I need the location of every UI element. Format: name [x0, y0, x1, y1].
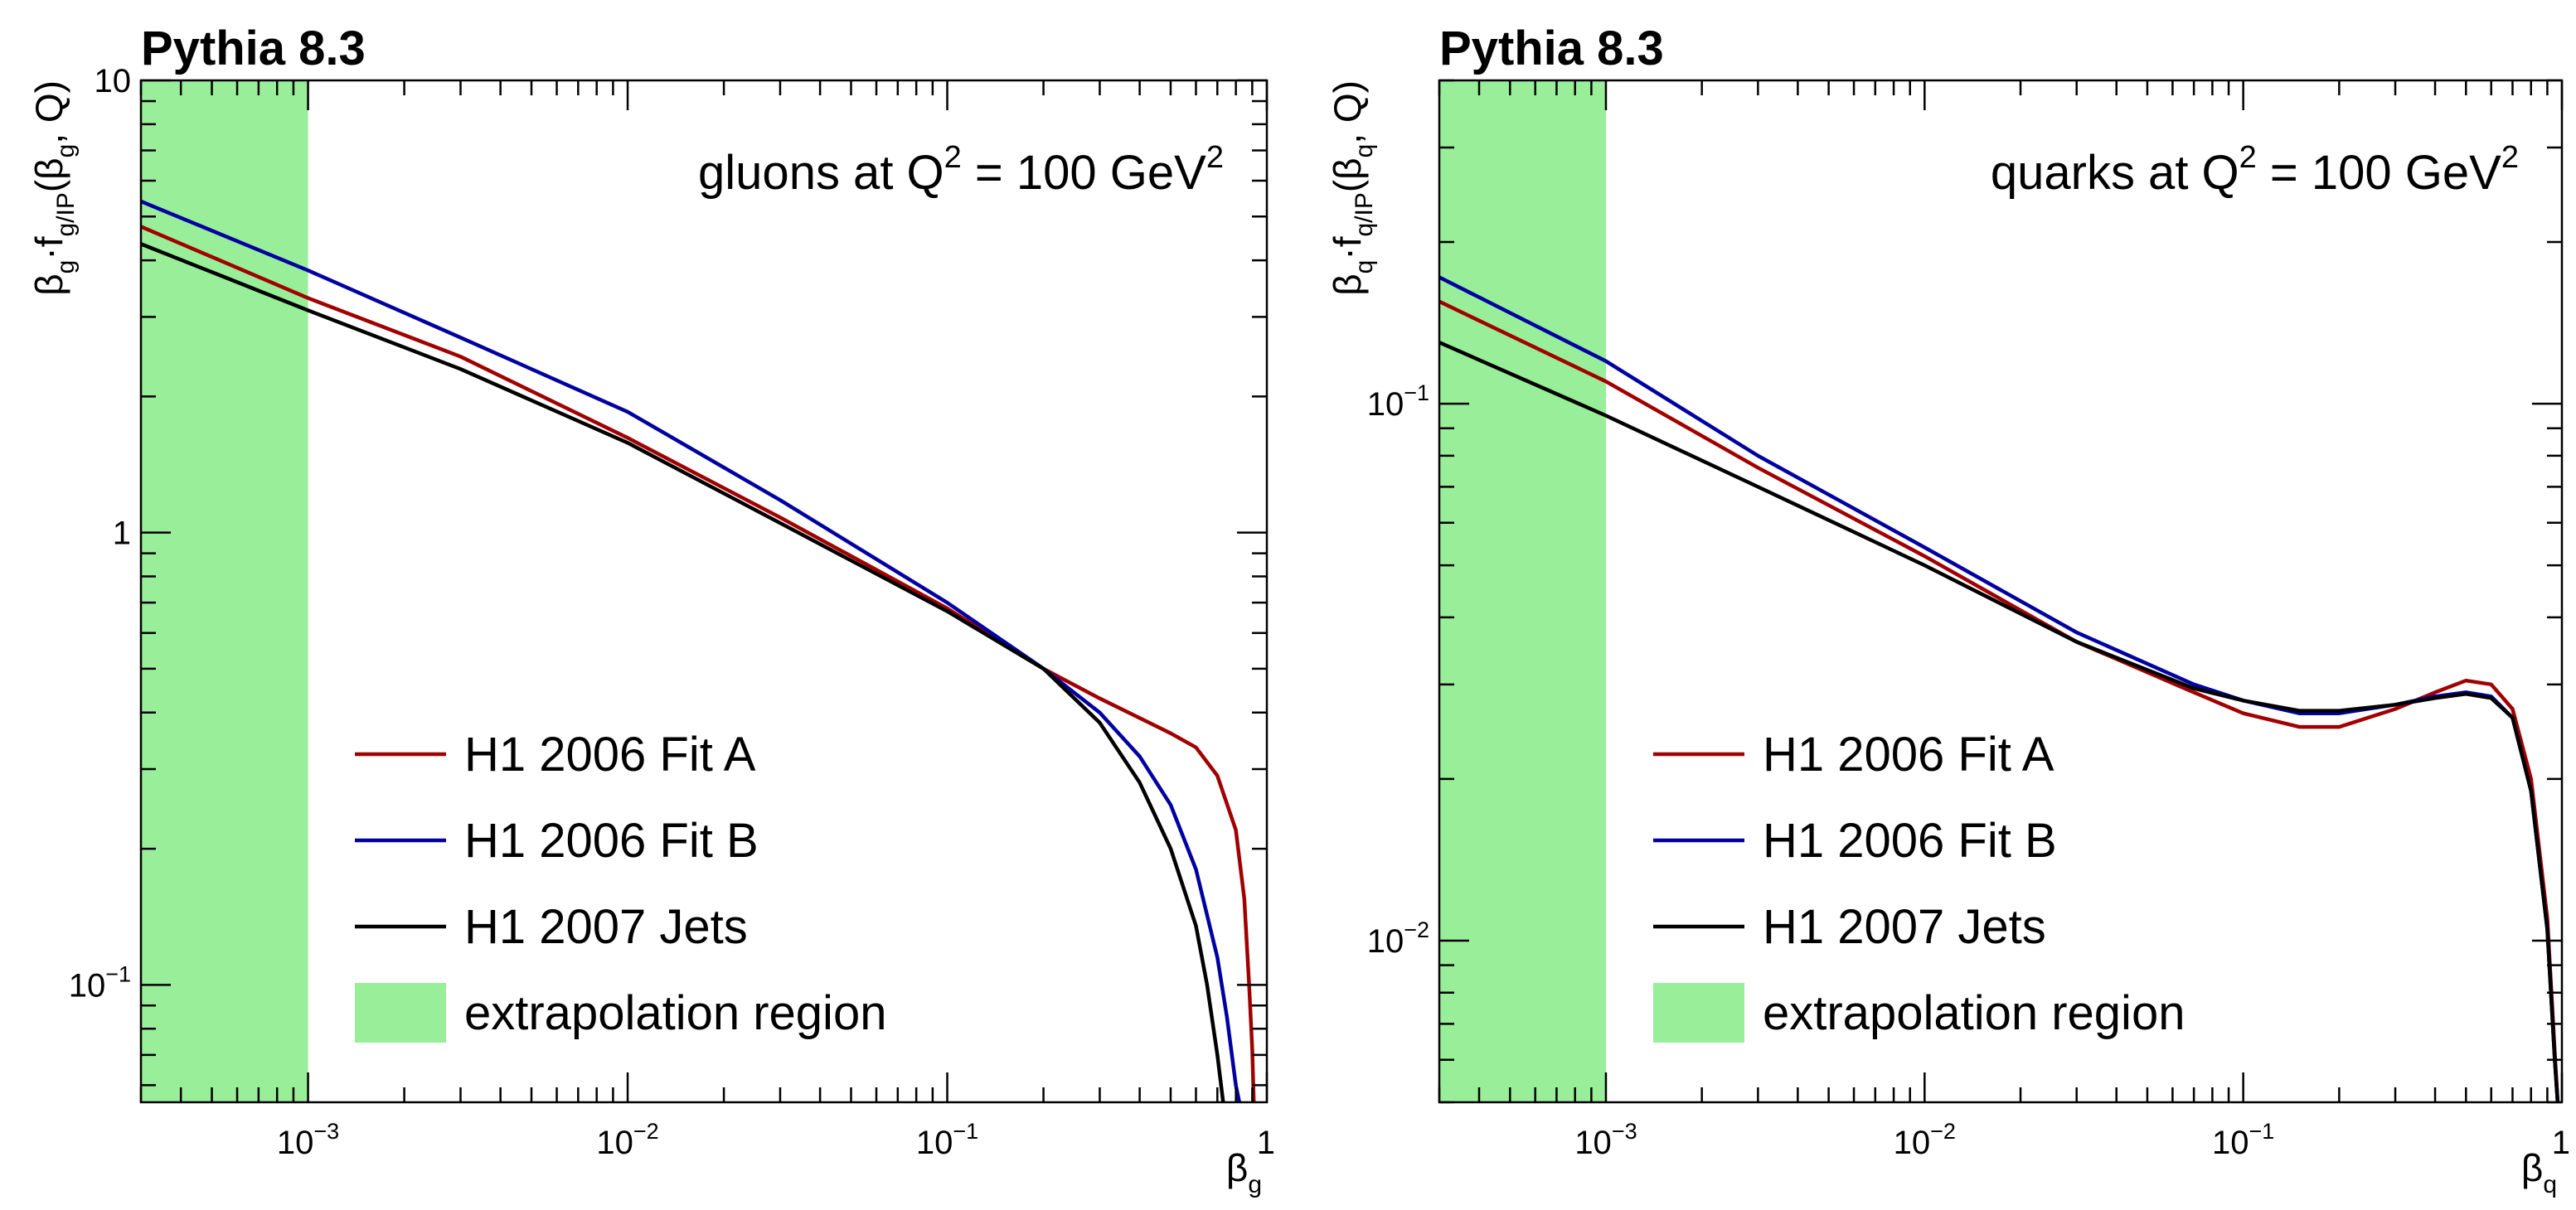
legend-label-1: H1 2006 Fit A: [1763, 728, 2054, 782]
x-tick-label: 10−1: [2212, 1119, 2274, 1161]
y-tick-label: 1: [113, 515, 131, 552]
legend-label-2: H1 2006 Fit B: [464, 814, 759, 868]
series-line-3: [1439, 340, 2560, 1102]
plot-annotation: gluons at Q2 = 100 GeV2: [698, 140, 1224, 200]
legend-label-extrapolation: extrapolation region: [1763, 986, 2185, 1040]
series-line-2: [141, 199, 1242, 1102]
x-tick-label: 1: [2552, 1125, 2570, 1161]
series-group: [141, 199, 1256, 1102]
y-tick-label: 10−1: [69, 961, 131, 1004]
legend-label-extrapolation: extrapolation region: [464, 986, 886, 1040]
legend: H1 2006 Fit A H1 2006 Fit B H1 2007 Jets ex…: [355, 728, 886, 1043]
x-tick-label: 10−2: [1894, 1119, 1956, 1161]
y-tick-label: 10−1: [1367, 380, 1429, 423]
legend-swatch-extrapolation: [1653, 983, 1744, 1043]
x-axis-label: βq: [2521, 1146, 2557, 1198]
plot-annotation: quarks at Q2 = 100 GeV2: [1991, 140, 2519, 200]
x-tick-label: 10−3: [1574, 1119, 1637, 1161]
y-axis-label: βg·fg/IP(βg, Q): [27, 80, 80, 296]
series-line-1: [1439, 299, 2560, 1102]
series-line-1: [141, 225, 1256, 1102]
series-group: [1439, 275, 2560, 1102]
y-axis-label: βq·fq/IP(βq, Q): [1326, 80, 1378, 296]
legend: H1 2006 Fit A H1 2006 Fit B H1 2007 Jets ex…: [1653, 728, 2185, 1043]
series-line-2: [1439, 275, 2560, 1102]
plot-frame: [1438, 79, 2564, 1104]
x-tick-label: 10−1: [916, 1119, 978, 1161]
chart-title: Pythia 8.3: [1439, 22, 1664, 75]
series-line-3: [141, 242, 1225, 1102]
legend-swatch-extrapolation: [355, 983, 446, 1043]
extrapolation-region-band: [141, 80, 308, 1102]
x-tick-label: 1: [1257, 1125, 1275, 1161]
x-axis-label: βg: [1226, 1146, 1262, 1198]
y-tick-label: 10: [95, 63, 132, 99]
plot-frame: [139, 79, 1269, 1104]
chart-panel-2: 10−3 10−2 10−1 1 10−2 10−1 Pythia 8.3 quarks at…: [1326, 22, 2570, 1198]
y-tick-label: 10−2: [1367, 917, 1429, 960]
chart-title: Pythia 8.3: [141, 22, 366, 75]
legend-label-3: H1 2007 Jets: [464, 900, 748, 954]
extrapolation-region-band: [1439, 80, 1606, 1102]
legend-label-2: H1 2006 Fit B: [1763, 814, 2057, 868]
legend-label-1: H1 2006 Fit A: [464, 728, 756, 782]
legend-label-3: H1 2007 Jets: [1763, 900, 2046, 954]
x-tick-label: 10−2: [596, 1119, 658, 1161]
x-tick-label: 10−3: [277, 1119, 339, 1161]
